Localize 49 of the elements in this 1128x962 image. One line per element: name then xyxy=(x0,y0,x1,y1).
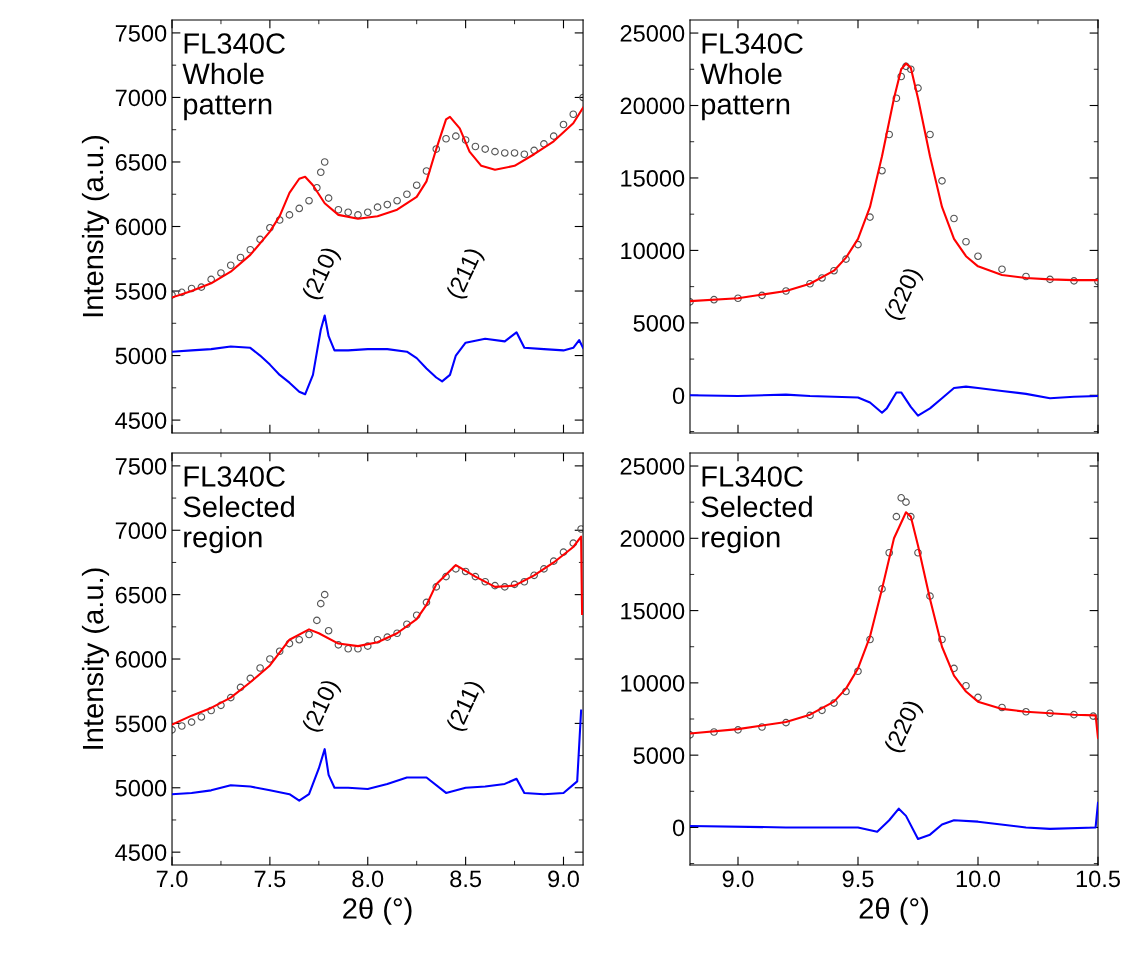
y-axis-title: Intensity (a.u.) xyxy=(81,568,110,749)
annotation: (210) xyxy=(301,678,344,735)
annotation: (220) xyxy=(883,698,926,756)
x-tick-label: 8.0 xyxy=(352,870,384,888)
y-tick-label: 20000 xyxy=(620,530,685,548)
x-tick-label: 8.5 xyxy=(450,870,482,888)
annotation: (211) xyxy=(445,678,487,734)
y-tick-label: 6500 xyxy=(115,154,167,171)
annotation: (211) xyxy=(445,246,487,302)
y-tick-label: 4500 xyxy=(115,844,167,861)
x-tick-label: 9.0 xyxy=(722,870,754,888)
x-tick-label: 9.5 xyxy=(842,870,874,888)
y-tick-label: 15000 xyxy=(621,602,685,620)
y-tick-label: 25000 xyxy=(620,458,685,475)
y-tick-label: 0 xyxy=(672,819,685,837)
y-tick-label: 4500 xyxy=(115,412,167,429)
y-tick-label: 5000 xyxy=(633,747,685,764)
y-tick-label: 6500 xyxy=(115,586,167,604)
y-tick-label: 20000 xyxy=(620,97,685,115)
annotation: FL340C Selected region xyxy=(183,466,294,554)
x-tick-label: 7.5 xyxy=(254,870,286,888)
y-tick-label: 7500 xyxy=(115,24,167,42)
annotation: (210) xyxy=(301,245,344,303)
y-tick-label: 5500 xyxy=(115,283,167,300)
x-axis-title: 2θ (°) xyxy=(859,897,929,925)
y-tick-label: 5000 xyxy=(633,314,685,332)
annotation: FL340C Whole pattern xyxy=(182,33,285,121)
annotation: FL340C Whole pattern xyxy=(700,33,803,121)
y-tick-label: 6000 xyxy=(115,651,167,668)
y-tick-label: 15000 xyxy=(621,170,685,187)
y-tick-label: 25000 xyxy=(620,25,685,42)
y-tick-label: 10000 xyxy=(621,242,685,260)
y-axis-title: Intensity (a.u.) xyxy=(81,135,110,317)
x-tick-label: 10.5 xyxy=(1076,870,1120,888)
x-axis-title: 2θ (°) xyxy=(343,897,412,925)
annotation: FL340C Selected region xyxy=(701,466,812,554)
annotation: (220) xyxy=(883,266,926,323)
y-tick-label: 5500 xyxy=(115,715,167,733)
y-tick-label: 10000 xyxy=(621,674,685,692)
x-tick-label: 7.0 xyxy=(156,870,188,888)
y-tick-label: 0 xyxy=(672,387,685,405)
y-tick-label: 5000 xyxy=(115,347,167,365)
y-tick-label: 7500 xyxy=(115,457,167,475)
y-tick-label: 7000 xyxy=(115,522,167,540)
y-tick-label: 5000 xyxy=(115,779,167,797)
x-tick-label: 10.0 xyxy=(956,870,1001,888)
x-tick-label: 9.0 xyxy=(548,870,579,888)
y-tick-label: 6000 xyxy=(115,218,167,236)
y-tick-label: 7000 xyxy=(115,89,167,107)
